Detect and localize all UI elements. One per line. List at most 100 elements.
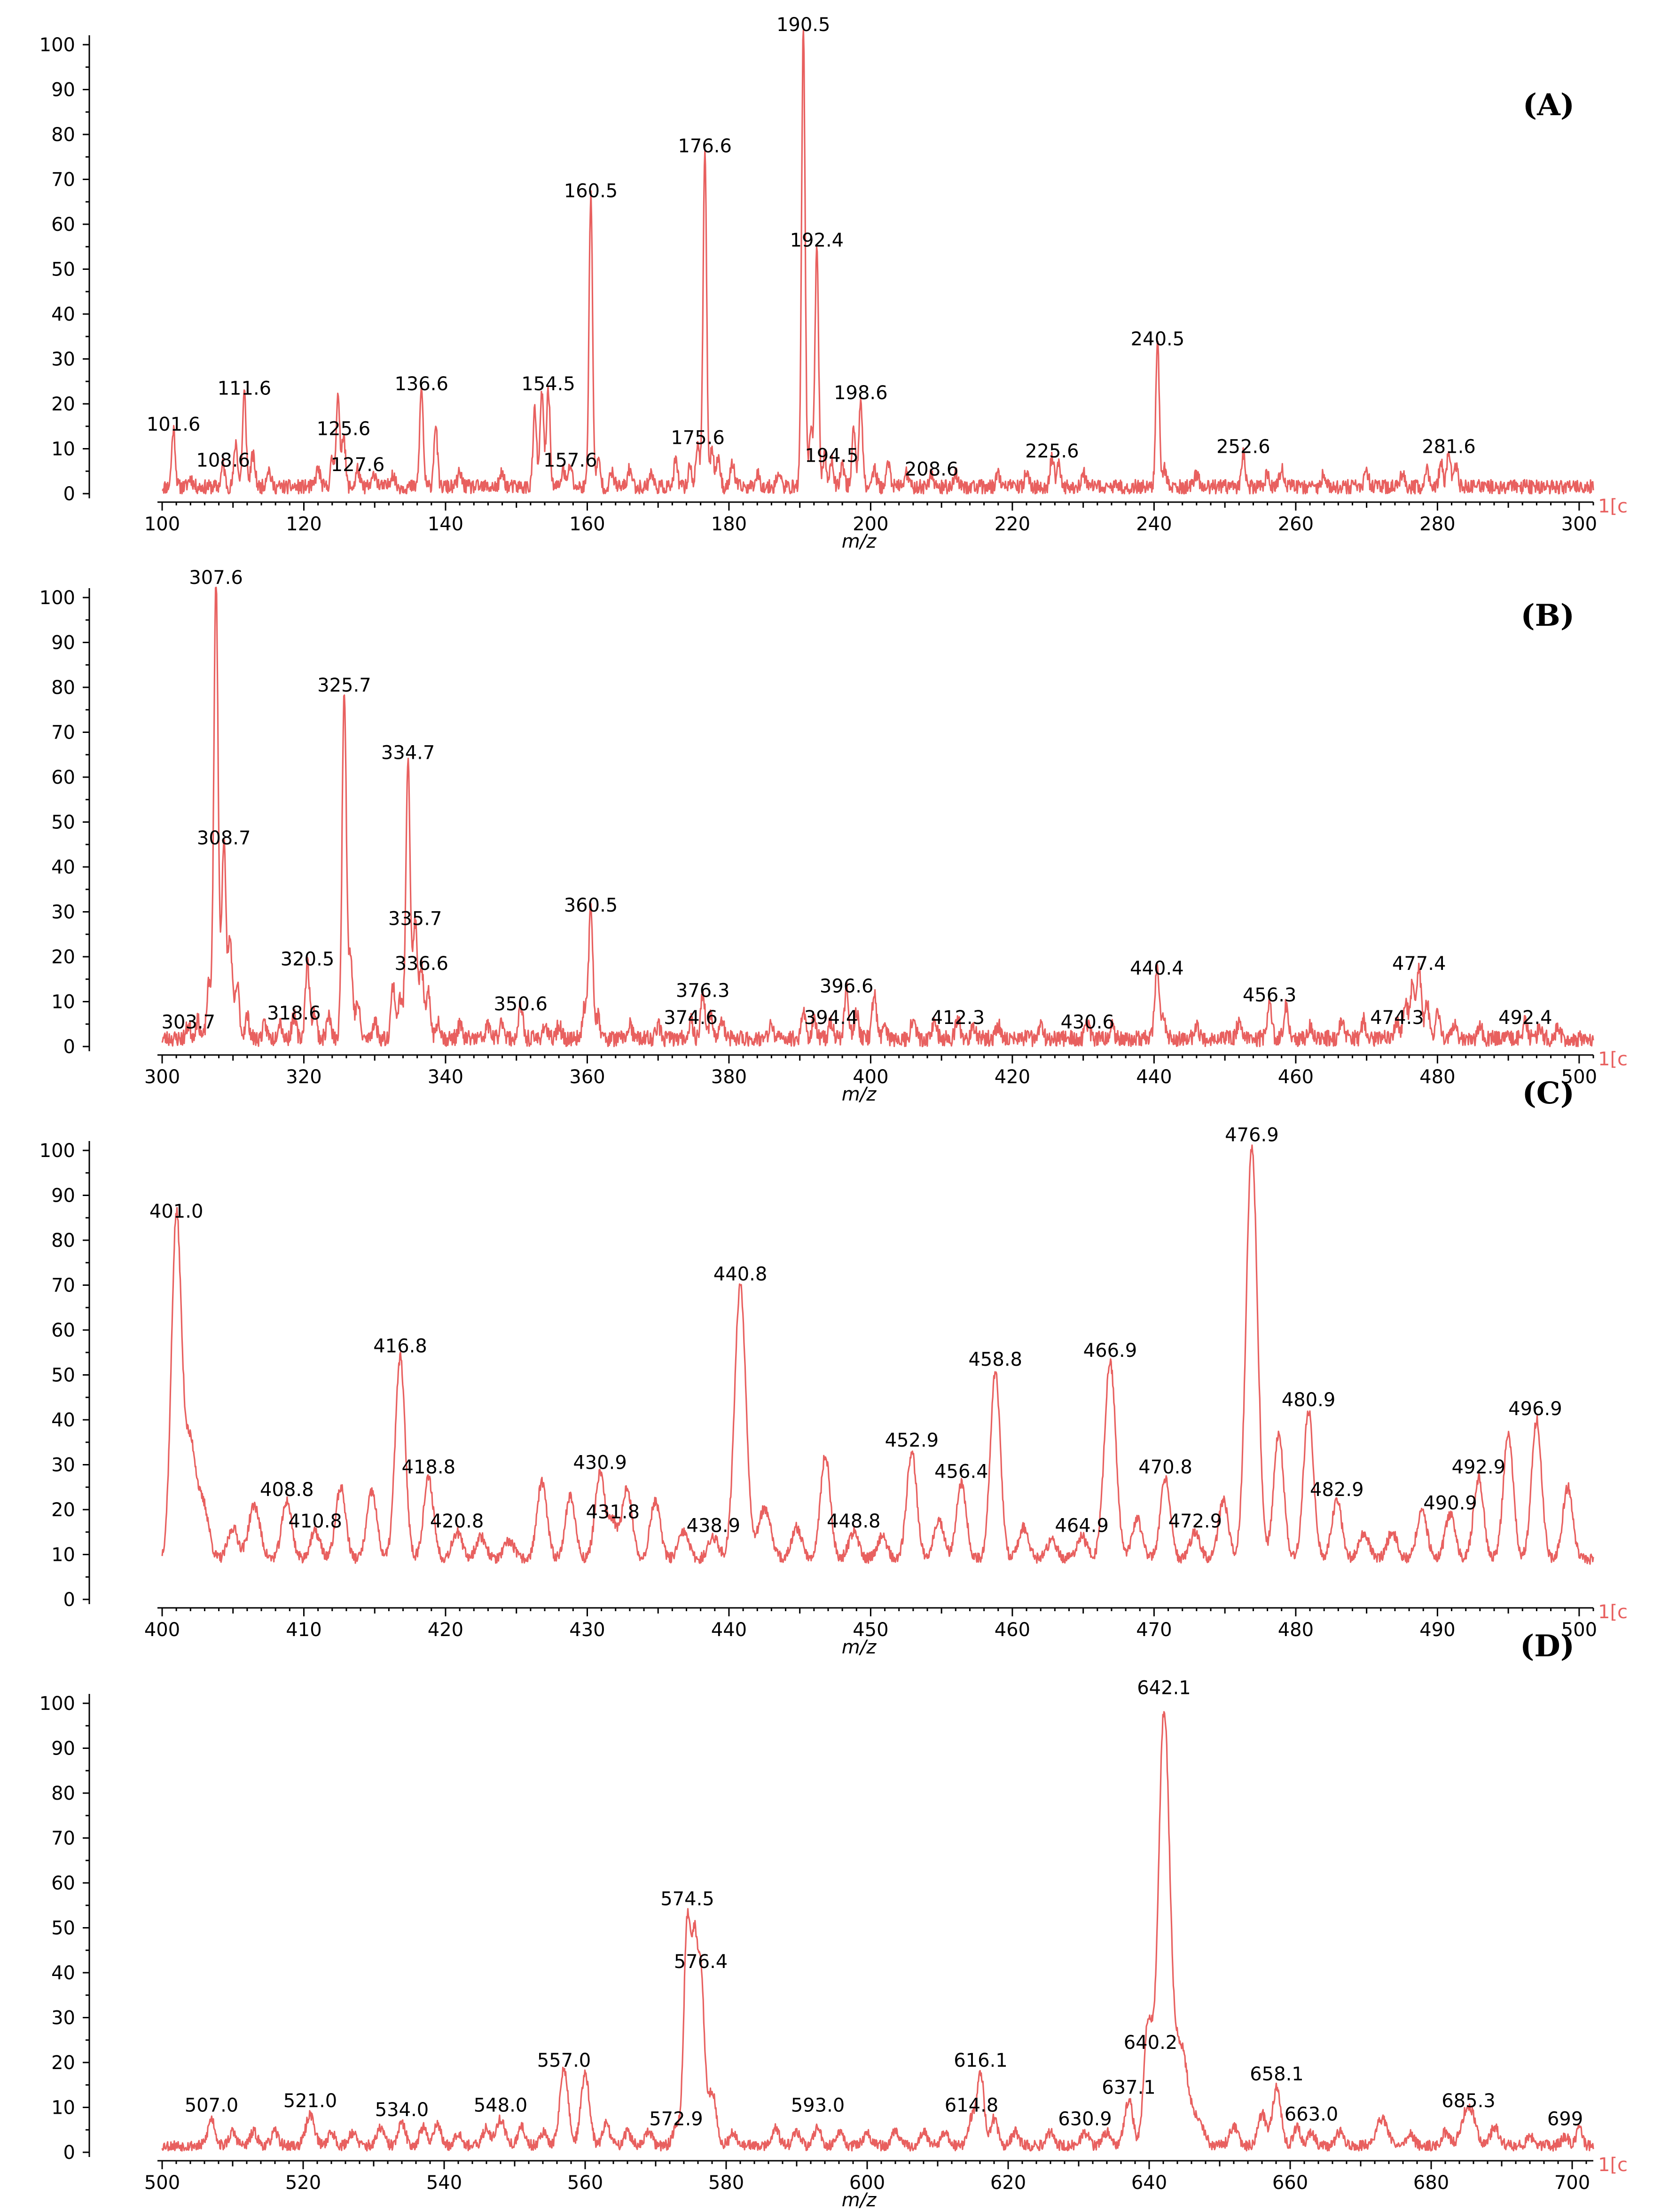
y-tick-label: 0 [63,1589,75,1611]
peak-label: 325.7 [317,675,371,696]
x-tick-label: 500 [1561,1619,1597,1641]
peak-label: 198.6 [834,382,888,404]
peak-label: 685.3 [1442,2090,1496,2112]
peak-label: 658.1 [1250,2063,1304,2085]
y-tick-label: 80 [51,677,75,699]
peak-label: 412.3 [931,1007,985,1029]
peak-label: 448.8 [827,1511,881,1532]
peak-label: 408.8 [260,1479,314,1501]
y-tick-label: 10 [51,439,75,460]
peak-label: 614.8 [945,2095,999,2117]
x-tick-label: 490 [1419,1619,1455,1641]
y-tick-label: 10 [51,992,75,1013]
peak-label: 699 [1547,2108,1583,2130]
peak-label: 396.6 [820,976,874,997]
x-tick-label: 660 [1272,2172,1308,2194]
peak-label: 175.6 [671,427,725,449]
panel-tag: (C) [1522,1076,1575,1111]
y-tick-label: 90 [51,79,75,101]
y-tick-label: 40 [51,304,75,325]
peak-label: 593.0 [791,2095,845,2117]
x-tick-label: 600 [849,2172,885,2194]
x-tick-label: 360 [569,1066,605,1088]
peak-label: 492.9 [1452,1456,1506,1478]
peak-label: 431.8 [586,1502,640,1523]
x-tick-label: 220 [995,513,1030,535]
peak-label: 440.4 [1130,958,1184,979]
panel-c: 0 10 20 30 40 50 60 70 80 90 100 400 410 420 430 440 450… [39,1076,1628,1658]
peak-label: 490.9 [1423,1493,1477,1514]
peak-label: 637.1 [1102,2077,1156,2098]
peak-label: 470.8 [1138,1456,1192,1478]
peak-label: 630.9 [1058,2108,1112,2130]
y-tick-label: 20 [51,2052,75,2074]
peak-label: 477.4 [1392,953,1446,975]
axis-truncation-label: 1[c [1598,2154,1628,2176]
peak-label: 374.6 [664,1007,718,1029]
peak-label: 574.5 [660,1888,714,1910]
x-tick-label: 680 [1413,2172,1449,2194]
x-tick-label: 480 [1278,1619,1314,1641]
panel-tag: (A) [1523,87,1575,123]
x-tick-label: 430 [569,1619,605,1641]
y-tick-label: 90 [51,632,75,654]
peak-label: 640.2 [1124,2032,1178,2054]
y-tick-label: 10 [51,1544,75,1566]
peak-label: 616.1 [954,2050,1008,2071]
peak-label: 472.9 [1168,1511,1222,1532]
x-tick-label: 500 [144,2172,180,2194]
peak-label: 418.8 [402,1456,456,1478]
x-tick-label: 640 [1131,2172,1167,2194]
y-tick-label: 40 [51,1409,75,1431]
peak-label: 335.7 [388,908,442,930]
x-tick-label: 560 [567,2172,603,2194]
peak-label: 416.8 [373,1335,427,1357]
y-tick-label: 70 [51,722,75,744]
y-tick-label: 60 [51,767,75,788]
y-tick-label: 50 [51,812,75,834]
y-tick-label: 100 [39,34,75,56]
x-axis-label: m/z [842,1084,877,1105]
y-tick-label: 10 [51,2097,75,2119]
x-tick-label: 440 [711,1619,747,1641]
peak-label: 458.8 [968,1349,1022,1370]
axis-truncation-label: 1[c [1598,1601,1628,1623]
spectrum-trace-c [161,1144,1594,1565]
peak-label: 507.0 [185,2095,239,2117]
x-tick-label: 240 [1136,513,1172,535]
x-tick-label: 580 [708,2172,744,2194]
x-tick-label: 450 [853,1619,888,1641]
peak-label: 360.5 [564,895,618,916]
x-tick-label: 100 [144,513,180,535]
x-axis-label: m/z [842,531,877,552]
x-tick-label: 700 [1554,2172,1590,2194]
peak-label: 521.0 [283,2090,337,2112]
spectrum-trace-d [161,1711,1594,2152]
x-tick-label: 160 [569,513,605,535]
peak-label: 320.5 [281,949,335,970]
peak-label: 456.3 [1243,984,1297,1006]
y-tick-label: 90 [51,1185,75,1207]
x-tick-label: 340 [428,1066,463,1088]
peak-label: 252.6 [1216,436,1270,458]
peak-label: 176.6 [678,135,732,157]
peak-label: 350.6 [494,993,548,1015]
panel-a: 0 10 20 30 40 50 60 70 80 90 100 100 120 140 160 180 200… [39,14,1628,552]
peak-label: 194.5 [805,445,859,467]
peak-label: 108.6 [196,449,250,471]
y-tick-label: 50 [51,1918,75,1939]
x-tick-label: 320 [286,1066,321,1088]
peak-label: 190.5 [776,14,831,36]
x-tick-label: 300 [1561,513,1597,535]
peak-label: 440.8 [713,1264,768,1285]
peak-label: 401.0 [149,1201,204,1222]
peak-label: 307.6 [189,567,243,589]
y-tick-label: 80 [51,1230,75,1252]
y-tick-label: 50 [51,1365,75,1386]
peak-label: 318.6 [267,1002,321,1024]
x-tick-label: 460 [1278,1066,1314,1088]
peak-label: 476.9 [1225,1124,1279,1146]
x-tick-label: 420 [428,1619,463,1641]
y-tick-label: 70 [51,1828,75,1850]
